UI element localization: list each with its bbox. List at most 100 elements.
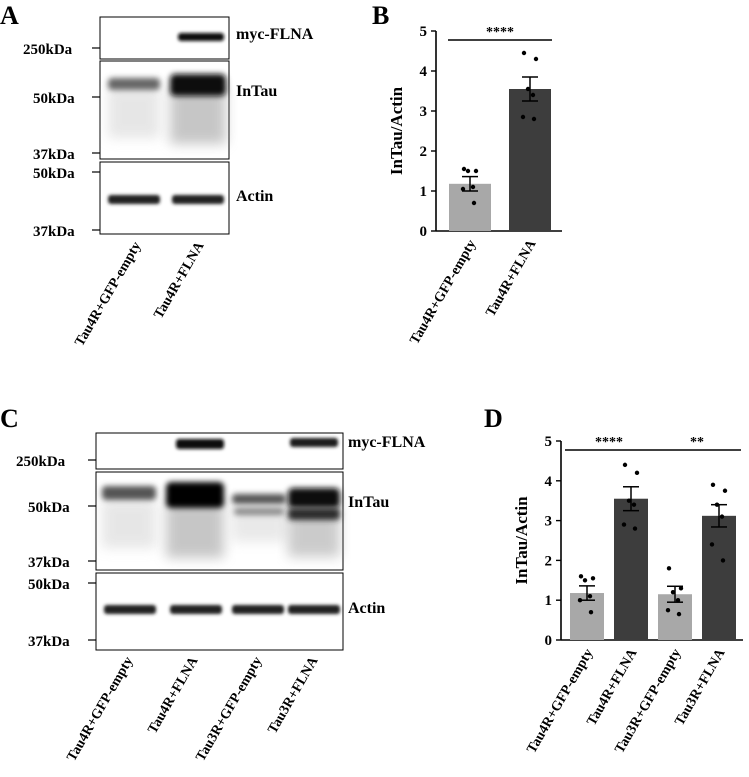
blot-myc-flna: myc-FLNA 250kDa bbox=[16, 432, 426, 470]
blot-label: InTau bbox=[236, 83, 277, 100]
data-point bbox=[666, 566, 672, 571]
data-point bbox=[473, 168, 479, 174]
data-point bbox=[530, 92, 536, 98]
marker-label: 250kDa bbox=[23, 42, 73, 58]
significance-label: **** bbox=[595, 435, 623, 450]
blot-label: myc-FLNA bbox=[236, 26, 314, 43]
significance-label: **** bbox=[486, 25, 514, 40]
chart-b: 0 1 2 3 4 5 InTau/Actin Tau4R+GFP-empty Tau4R+FL… bbox=[387, 24, 562, 347]
marker-label: 50kDa bbox=[33, 91, 75, 107]
chart-d: 012345InTau/ActinTau4R+GFP-emptyTau4R+FL… bbox=[512, 434, 743, 756]
data-point bbox=[670, 590, 676, 595]
band bbox=[170, 74, 226, 96]
bar bbox=[509, 89, 551, 231]
smear bbox=[170, 88, 226, 144]
panel-b: B 0 1 2 3 4 5 InTau/Actin Tau4R+GFP-empty Tau4R+… bbox=[372, 1, 562, 347]
data-point bbox=[720, 558, 726, 563]
blot-label: Actin bbox=[236, 188, 273, 205]
blot-label: myc-FLNA bbox=[348, 434, 426, 451]
blot-label: InTau bbox=[348, 494, 389, 511]
lane-label: Tau3R+FLNA bbox=[265, 654, 321, 737]
marker-label: 250kDa bbox=[16, 454, 66, 470]
band bbox=[108, 78, 160, 90]
y-tick-label: 5 bbox=[420, 24, 428, 40]
data-point bbox=[631, 502, 637, 507]
panel-letter: C bbox=[0, 404, 19, 433]
panel-a: A myc-FLNA 250kDa InTau 50kDa 37kDa bbox=[0, 1, 314, 349]
y-tick-label: 2 bbox=[420, 144, 428, 160]
data-point bbox=[722, 488, 728, 493]
panel-letter: B bbox=[372, 1, 389, 30]
data-point bbox=[521, 50, 527, 56]
smear bbox=[166, 502, 224, 558]
panel-d: D 012345InTau/ActinTau4R+GFP-emptyTau4R+… bbox=[484, 404, 743, 756]
y-tick-label: 0 bbox=[420, 224, 428, 240]
data-point bbox=[471, 200, 477, 206]
y-tick-label: 5 bbox=[545, 434, 553, 450]
marker-label: 37kDa bbox=[28, 634, 70, 650]
lane-label: Tau4R+FLNA bbox=[151, 239, 207, 322]
marker-label: 50kDa bbox=[28, 577, 70, 593]
lane-label: Tau4R+FLNA bbox=[145, 654, 201, 737]
band bbox=[178, 33, 224, 41]
bar bbox=[614, 498, 648, 640]
lane-label: Tau4R+GFP-empty bbox=[65, 655, 137, 765]
panel-letter: D bbox=[484, 404, 503, 433]
marker-label: 37kDa bbox=[33, 224, 75, 240]
y-tick-label: 4 bbox=[545, 474, 553, 490]
band bbox=[104, 605, 156, 614]
panel-letter: A bbox=[0, 1, 19, 30]
data-point bbox=[525, 86, 531, 92]
data-point bbox=[531, 116, 537, 122]
lane-label: Tau3R+GFP-empty bbox=[194, 655, 266, 765]
data-point bbox=[461, 166, 467, 172]
data-point bbox=[634, 470, 640, 476]
band bbox=[234, 508, 284, 515]
band bbox=[176, 439, 224, 449]
y-tick-label: 4 bbox=[420, 64, 428, 80]
y-axis-label: InTau/Actin bbox=[512, 496, 531, 585]
data-point bbox=[719, 514, 725, 519]
data-point bbox=[578, 574, 584, 579]
blot-actin: Actin 50kDa 37kDa bbox=[33, 161, 273, 240]
band bbox=[172, 195, 224, 204]
data-point bbox=[520, 114, 526, 120]
marker-label: 37kDa bbox=[33, 147, 75, 163]
y-axis-label: InTau/Actin bbox=[387, 86, 406, 175]
band bbox=[108, 195, 160, 204]
data-point bbox=[582, 578, 588, 583]
bar bbox=[702, 515, 736, 640]
y-tick-label: 1 bbox=[420, 184, 428, 200]
data-point bbox=[590, 576, 596, 581]
y-tick-label: 3 bbox=[420, 104, 428, 120]
y-tick-label: 1 bbox=[545, 593, 553, 609]
data-point bbox=[577, 598, 583, 603]
significance-label: ** bbox=[690, 435, 704, 450]
blot-label: Actin bbox=[348, 600, 385, 617]
blot-actin: Actin 50kDa 37kDa bbox=[28, 572, 385, 651]
blot-myc-flna: myc-FLNA 250kDa bbox=[23, 16, 314, 60]
band bbox=[166, 482, 224, 508]
x-tick-label: Tau4R+GFP-empty bbox=[525, 647, 597, 757]
data-point bbox=[678, 586, 684, 591]
data-point bbox=[465, 168, 471, 174]
y-tick-label: 2 bbox=[545, 553, 553, 569]
band bbox=[232, 605, 284, 614]
blot-intau: InTau 50kDa 37kDa bbox=[33, 60, 277, 163]
data-point bbox=[460, 186, 466, 192]
band bbox=[290, 438, 338, 447]
data-point bbox=[621, 522, 627, 527]
band bbox=[288, 488, 340, 508]
data-point bbox=[622, 462, 628, 468]
smear bbox=[108, 88, 160, 138]
marker-label: 50kDa bbox=[28, 500, 70, 516]
panel-c: C myc-FLNA 250kDa InTau 50kDa 3 bbox=[0, 404, 426, 764]
data-point bbox=[709, 542, 715, 547]
x-tick-label: Tau4R+GFP-empty bbox=[408, 238, 480, 348]
data-point bbox=[675, 598, 681, 603]
data-point bbox=[587, 594, 593, 599]
marker-label: 37kDa bbox=[28, 555, 70, 571]
smear bbox=[102, 500, 156, 548]
y-tick-label: 3 bbox=[545, 514, 553, 530]
band bbox=[232, 494, 286, 504]
